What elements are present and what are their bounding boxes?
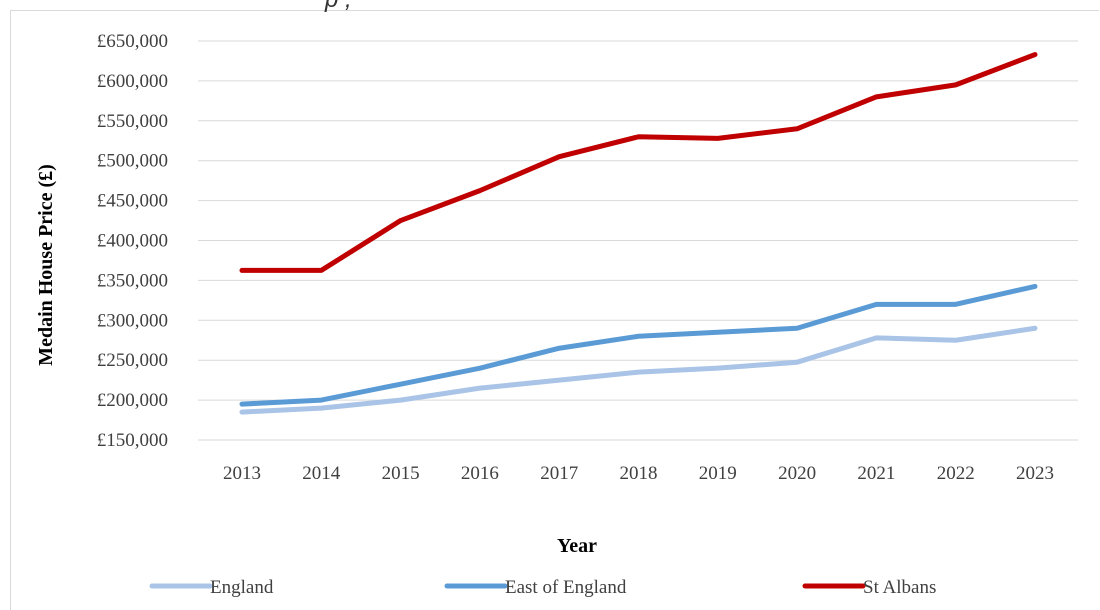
legend: England East of England St Albans <box>149 577 936 598</box>
x-tick-label: 2021 <box>857 463 895 484</box>
x-tick-label: 2018 <box>620 463 658 484</box>
series-line-st-albans <box>239 52 1038 273</box>
legend-label: England <box>210 577 274 598</box>
y-tick-label: £550,000 <box>97 111 168 132</box>
legend-label: East of England <box>505 577 627 598</box>
x-tick-label: 2022 <box>937 463 975 484</box>
y-tick-label: £500,000 <box>97 151 168 172</box>
y-tick-label: £150,000 <box>97 430 168 451</box>
y-tick-label: £200,000 <box>97 390 168 411</box>
x-tick-label: 2014 <box>302 463 341 484</box>
x-tick-label: 2023 <box>1016 463 1054 484</box>
x-tick-labels: 2013 2014 2015 2016 2017 2018 2019 2020 2021 2022… <box>223 463 1054 484</box>
chart-title-fragment: p , <box>325 0 352 14</box>
x-tick-label: 2016 <box>461 463 499 484</box>
x-tick-label: 2020 <box>778 463 816 484</box>
x-tick-label: 2019 <box>699 463 737 484</box>
x-axis-label: Year <box>557 535 597 557</box>
series-lines <box>239 52 1038 415</box>
chart-frame <box>10 10 1099 610</box>
x-tick-label: 2015 <box>382 463 420 484</box>
y-tick-labels: £150,000 £200,000 £250,000 £300,000 £350,000… <box>97 31 168 451</box>
series-line-england <box>239 325 1038 415</box>
y-tick-label: £250,000 <box>97 350 168 371</box>
y-tick-label: £650,000 <box>97 31 168 52</box>
y-tick-label: £350,000 <box>97 270 168 291</box>
series-line-east-of-england <box>239 283 1038 407</box>
legend-label: St Albans <box>863 577 936 598</box>
y-axis-label: Medain House Price (£) <box>35 164 57 366</box>
y-tick-label: £600,000 <box>97 71 168 92</box>
y-tick-label: £400,000 <box>97 231 168 252</box>
x-tick-label: 2017 <box>540 463 578 484</box>
x-tick-label: 2013 <box>223 463 261 484</box>
gridlines <box>198 40 1078 441</box>
y-tick-label: £300,000 <box>97 310 168 331</box>
y-tick-label: £450,000 <box>97 191 168 212</box>
